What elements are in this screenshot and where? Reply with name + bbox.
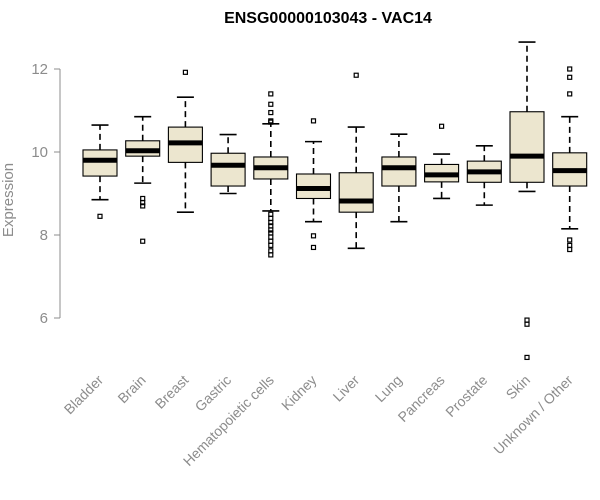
outlier-point: [567, 237, 573, 243]
box-unknown-other: [552, 66, 588, 253]
outlier-point: [567, 91, 573, 97]
outlier-point: [268, 252, 274, 258]
outlier-point: [310, 244, 317, 251]
x-tick-label-bladder: Bladder: [61, 372, 107, 418]
outlier-point: [567, 66, 573, 72]
iqr-box: [338, 172, 374, 213]
outlier-point: [268, 238, 274, 244]
box-liver: [338, 72, 374, 250]
outlier-point: [182, 69, 188, 75]
outlier-point: [439, 123, 445, 129]
outlier-point: [140, 238, 146, 244]
iqr-box: [82, 149, 118, 177]
x-tick-label-liver: Liver: [330, 372, 363, 405]
outlier-point: [567, 246, 573, 253]
box-lung: [381, 133, 417, 223]
outlier-point: [268, 109, 274, 116]
box-hematopoietic-cells: [253, 91, 289, 258]
x-tick-label-unknown-other: Unknown / Other: [490, 372, 576, 458]
y-tick-label: 6: [40, 310, 48, 327]
outlier-point: [353, 72, 359, 78]
box-brain: [125, 115, 161, 244]
x-tick-label-prostate: Prostate: [442, 372, 490, 420]
outlier-point: [268, 219, 274, 226]
iqr-box: [210, 152, 246, 187]
box-prostate: [466, 144, 502, 206]
x-tick-label-skin: Skin: [503, 372, 534, 403]
chart-title: ENSG00000103043 - VAC14: [224, 10, 432, 27]
outlier-point: [268, 248, 274, 254]
outlier-point: [268, 234, 274, 240]
y-tick-label: 10: [31, 144, 48, 161]
box-breast: [167, 69, 203, 213]
iqr-box: [381, 156, 417, 187]
x-tick-label-lung: Lung: [372, 372, 405, 405]
outlier-point: [268, 91, 274, 97]
outlier-point: [268, 227, 274, 233]
outlier-point: [310, 233, 317, 239]
x-tick-label-brain: Brain: [114, 372, 148, 406]
outlier-point: [268, 215, 274, 221]
outlier-point: [268, 101, 274, 107]
x-tick-label-gastric: Gastric: [192, 372, 235, 415]
y-axis-label: Expression: [0, 163, 17, 237]
outlier-point: [268, 119, 274, 125]
outlier-point: [524, 354, 530, 361]
outlier-point: [268, 211, 274, 217]
box-gastric: [210, 133, 246, 195]
y-tick-label: 8: [40, 227, 48, 244]
x-tick-label-kidney: Kidney: [278, 372, 320, 414]
outlier-point: [140, 195, 146, 202]
box-pancreas: [424, 123, 460, 200]
outlier-point: [524, 321, 530, 327]
x-tick-label-breast: Breast: [152, 372, 192, 412]
outlier-point: [268, 242, 274, 248]
outlier-point: [140, 203, 146, 209]
box-kidney: [295, 118, 332, 251]
y-tick-label: 12: [31, 61, 48, 78]
iqr-box: [509, 111, 545, 183]
outlier-point: [524, 317, 530, 323]
outlier-point: [310, 118, 317, 124]
box-skin: [509, 41, 545, 361]
x-tick-label-pancreas: Pancreas: [395, 372, 448, 425]
box-bladder: [82, 124, 118, 219]
outlier-point: [567, 242, 573, 248]
outlier-point: [268, 118, 274, 124]
y-axis: 6 8 10 12: [31, 61, 61, 327]
outlier-point: [97, 213, 103, 219]
outlier-point: [567, 74, 573, 80]
plot-area: [82, 41, 588, 361]
